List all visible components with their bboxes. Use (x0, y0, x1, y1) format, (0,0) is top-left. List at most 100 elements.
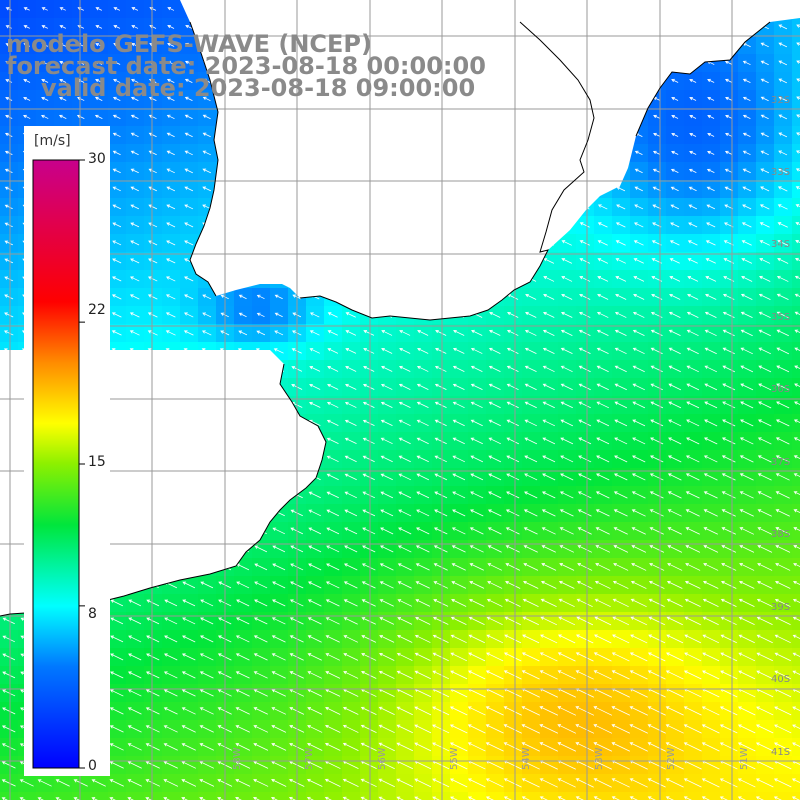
wind-arrow (521, 742, 540, 752)
wind-arrow (774, 724, 792, 734)
wind-arrow (612, 634, 630, 644)
wind-arrow (378, 670, 395, 679)
wind-arrow (235, 761, 251, 769)
wind-arrow (414, 778, 432, 788)
wind-arrow (485, 724, 504, 734)
wind-cell (792, 396, 800, 415)
wind-arrow (724, 150, 733, 155)
wind-arrow (648, 580, 665, 589)
wind-arrow (19, 779, 34, 787)
wind-arrow (704, 365, 718, 373)
wind-arrow (202, 312, 212, 318)
wind-arrow (792, 742, 800, 747)
wind-arrow (794, 293, 800, 297)
wind-cell (792, 630, 800, 649)
wind-arrow (184, 222, 194, 228)
wind-arrow (683, 778, 702, 788)
wind-arrow (379, 652, 395, 661)
wind-arrow (760, 78, 769, 84)
wind-arrow (112, 114, 121, 120)
wind-arrow (684, 652, 702, 662)
wind-arrow (684, 634, 702, 644)
wind-arrow (307, 689, 323, 697)
wind-arrow (666, 580, 683, 589)
lon-label-56w: 56W (377, 747, 388, 770)
wind-arrow (506, 491, 520, 499)
wind-arrow (665, 724, 684, 734)
wind-cell (324, 792, 343, 800)
wind-arrow (415, 616, 431, 625)
wind-arrow (631, 491, 646, 499)
wind-arrow (611, 706, 631, 716)
wind-arrow (95, 78, 103, 83)
wind-arrow (185, 24, 193, 29)
wind-arrow (701, 724, 720, 734)
wind-arrow (576, 634, 594, 644)
wind-arrow (379, 563, 394, 571)
wind-arrow (575, 706, 595, 716)
wind-arrow (757, 527, 773, 535)
wind-arrow (163, 653, 178, 661)
model-title: modelo GEFS-WAVE (NCEP) (6, 30, 372, 58)
wind-arrow (361, 653, 377, 661)
wind-arrow (593, 778, 612, 788)
wind-arrow (577, 491, 592, 499)
wind-cell (36, 792, 55, 800)
wind-arrow (541, 545, 556, 553)
wind-arrow (775, 455, 790, 463)
wind-arrow (381, 330, 393, 336)
wind-arrow (506, 437, 520, 445)
wind-arrow (414, 634, 431, 643)
wind-arrow (524, 383, 537, 391)
wind-arrow (271, 725, 287, 733)
wind-arrow (613, 527, 628, 535)
wind-arrow (145, 707, 160, 715)
wind-arrow (327, 348, 339, 354)
wind-arrow (235, 653, 250, 661)
wind-arrow (452, 401, 465, 409)
wind-arrow (615, 276, 627, 282)
wind-arrow (794, 275, 800, 280)
wind-arrow (774, 670, 792, 680)
wind-arrow (774, 634, 791, 644)
wind-arrow (777, 222, 788, 228)
wind-arrow (722, 329, 735, 337)
wind-arrow (94, 96, 103, 101)
wind-arrow (130, 150, 139, 156)
wind-arrow (668, 401, 682, 409)
wind-arrow (687, 258, 698, 264)
wind-arrow (539, 724, 559, 734)
wind-arrow (41, 78, 49, 83)
wind-arrow (167, 42, 175, 47)
wind-arrow (95, 60, 103, 65)
wind-arrow (524, 401, 537, 409)
wind-cell (522, 792, 541, 800)
wind-arrow (523, 580, 539, 589)
wind-arrow (416, 419, 429, 427)
wind-arrow (792, 706, 800, 711)
wind-arrow (793, 527, 800, 531)
wind-arrow (740, 293, 753, 300)
wind-arrow (417, 329, 429, 336)
wind-arrow (109, 761, 124, 769)
wind-arrow (776, 365, 790, 373)
wind-arrow (539, 652, 558, 662)
wind-arrow (742, 96, 751, 101)
wind-arrow (432, 706, 450, 716)
lat-label-40s: 40S (771, 674, 791, 685)
wind-arrow (113, 60, 121, 65)
wind-arrow (41, 96, 49, 101)
wind-arrow (755, 742, 774, 752)
wind-arrow (345, 330, 357, 336)
wind-arrow (542, 455, 556, 463)
wind-arrow (794, 257, 800, 262)
wind-arrow (145, 725, 160, 733)
wind-arrow (343, 599, 358, 607)
wind-arrow (796, 114, 800, 118)
wind-arrow (274, 330, 284, 336)
wind-arrow (41, 43, 49, 47)
wind-arrow (614, 455, 628, 463)
wind-arrow (558, 616, 576, 626)
wind-cell (108, 792, 127, 800)
wind-arrow (253, 779, 269, 787)
